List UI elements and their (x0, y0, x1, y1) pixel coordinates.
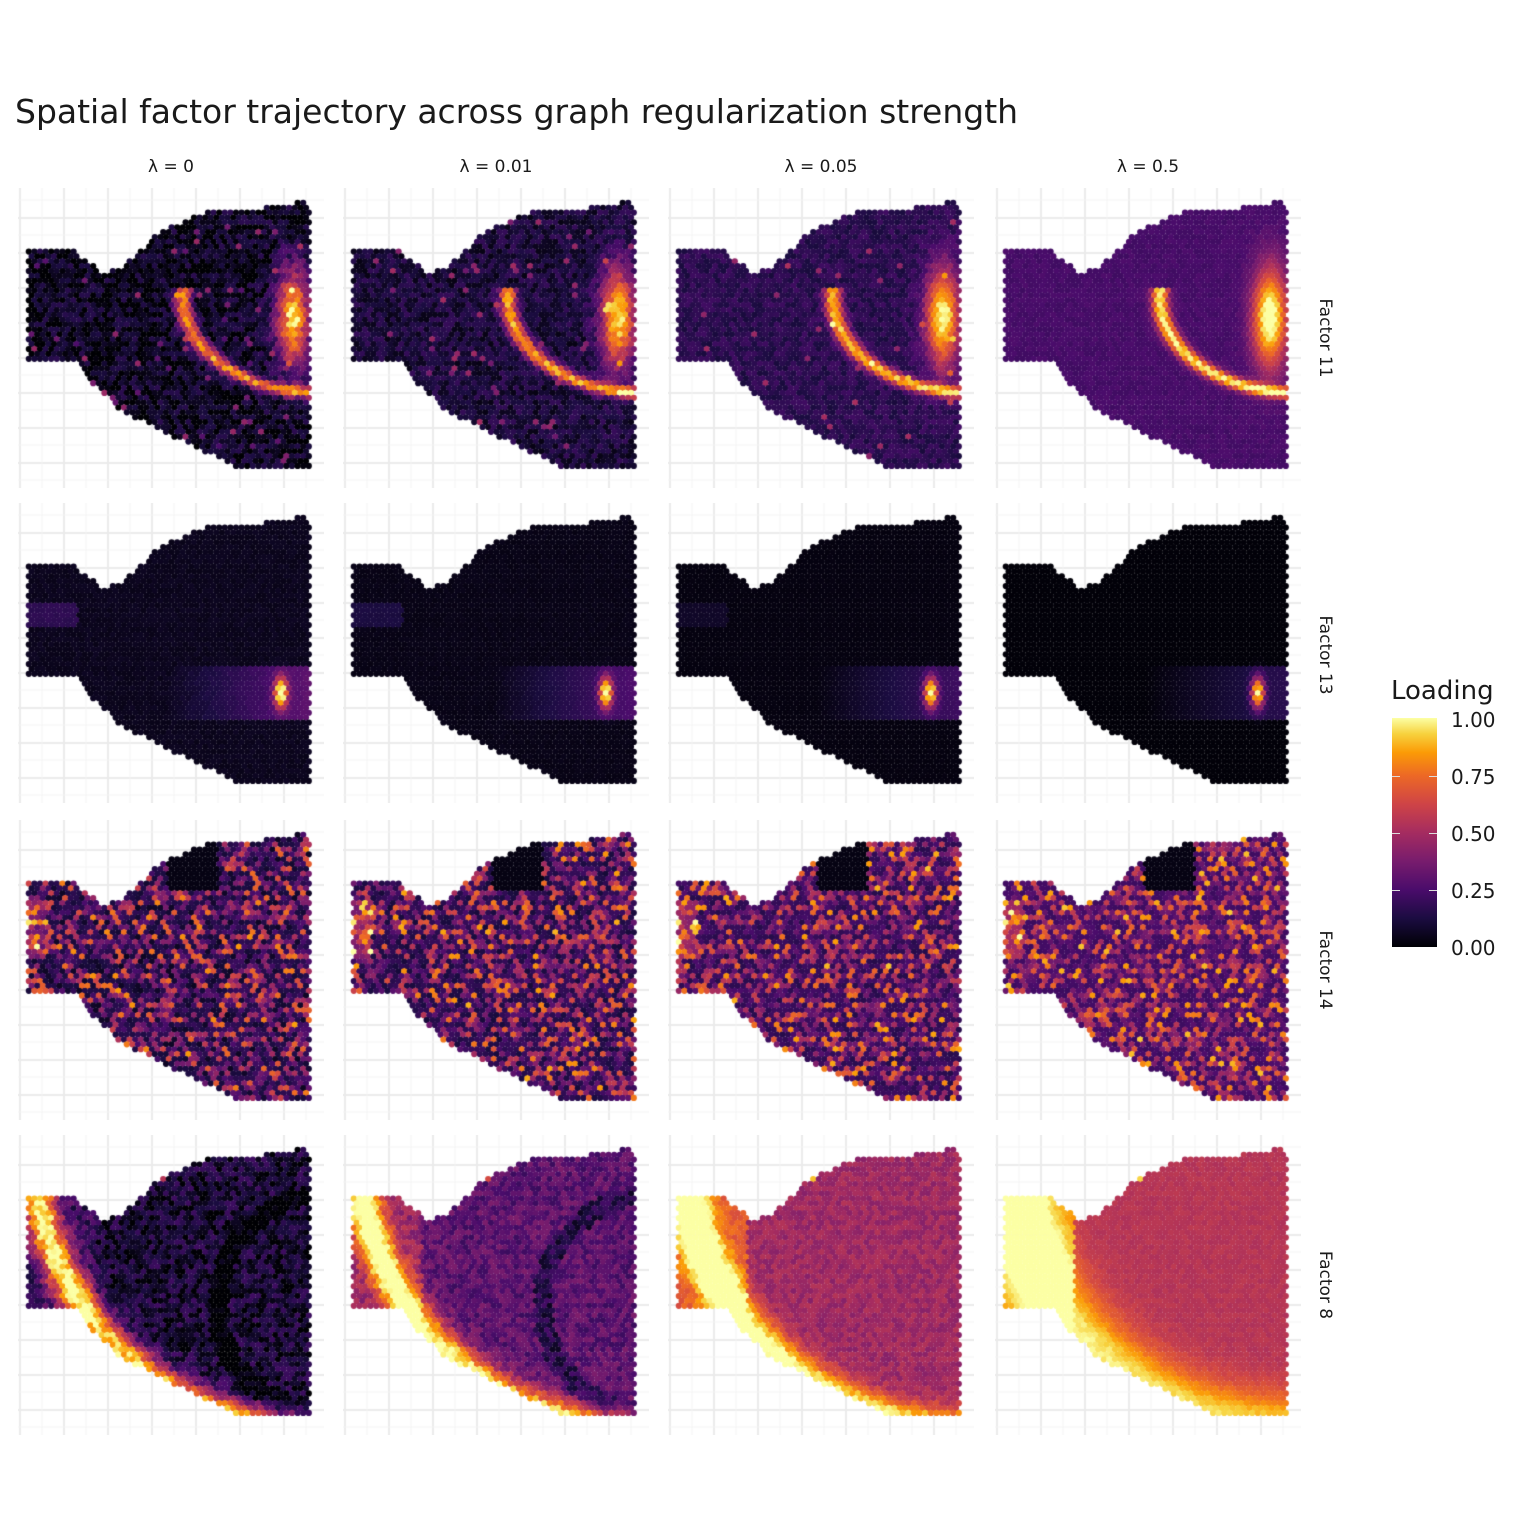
legend-tick-label: 0.50 (1451, 822, 1496, 846)
spatial-heatmap-points (995, 188, 1301, 488)
legend-tick-label: 0.25 (1451, 879, 1496, 903)
spatial-heatmap-points (18, 1135, 324, 1435)
spatial-heatmap-points (995, 820, 1301, 1120)
panel-factor-11-lambda-2 (668, 188, 974, 488)
panel-factor-8-lambda-3 (995, 1135, 1301, 1435)
facet-label-col-2: λ = 0.05 (784, 157, 858, 177)
panel-factor-13-lambda-2 (668, 503, 974, 803)
legend-tickmark (1392, 776, 1437, 777)
spatial-heatmap-points (343, 503, 649, 803)
facet-label-row-1: Factor 13 (1315, 615, 1335, 695)
panel-factor-13-lambda-3 (995, 503, 1301, 803)
panel-factor-14-lambda-2 (668, 820, 974, 1120)
panel-factor-14-lambda-0 (18, 820, 324, 1120)
spatial-heatmap-points (668, 1135, 974, 1435)
legend-colorbar (1392, 718, 1437, 947)
legend-tick-label: 0.75 (1451, 765, 1496, 789)
panel-factor-8-lambda-2 (668, 1135, 974, 1435)
spatial-heatmap-points (343, 820, 649, 1120)
spatial-heatmap-points (995, 503, 1301, 803)
legend-title: Loading (1391, 676, 1494, 706)
legend-tickmark (1392, 890, 1437, 891)
spatial-heatmap-points (668, 188, 974, 488)
spatial-heatmap-points (18, 503, 324, 803)
panel-factor-13-lambda-1 (343, 503, 649, 803)
legend-tick-label: 0.00 (1451, 936, 1496, 960)
spatial-heatmap-points (668, 503, 974, 803)
spatial-heatmap-points (995, 1135, 1301, 1435)
panel-factor-14-lambda-3 (995, 820, 1301, 1120)
facet-label-row-2: Factor 14 (1315, 930, 1335, 1010)
spatial-heatmap-points (343, 188, 649, 488)
panel-factor-11-lambda-0 (18, 188, 324, 488)
panel-factor-8-lambda-1 (343, 1135, 649, 1435)
legend-tickmark (1392, 833, 1437, 834)
facet-label-col-3: λ = 0.5 (1116, 157, 1180, 177)
panel-factor-8-lambda-0 (18, 1135, 324, 1435)
spatial-heatmap-points (18, 188, 324, 488)
panel-factor-11-lambda-1 (343, 188, 649, 488)
facet-label-col-1: λ = 0.01 (459, 157, 533, 177)
spatial-heatmap-points (343, 1135, 649, 1435)
chart-title: Spatial factor trajectory across graph r… (15, 92, 1019, 131)
facet-label-row-0: Factor 11 (1315, 298, 1335, 378)
spatial-heatmap-points (18, 820, 324, 1120)
spatial-heatmap-points (668, 820, 974, 1120)
legend-tick-label: 1.00 (1451, 708, 1496, 732)
facet-label-col-0: λ = 0 (148, 157, 194, 177)
panel-factor-11-lambda-3 (995, 188, 1301, 488)
facet-label-row-3: Factor 8 (1315, 1250, 1335, 1320)
panel-factor-13-lambda-0 (18, 503, 324, 803)
panel-factor-14-lambda-1 (343, 820, 649, 1120)
